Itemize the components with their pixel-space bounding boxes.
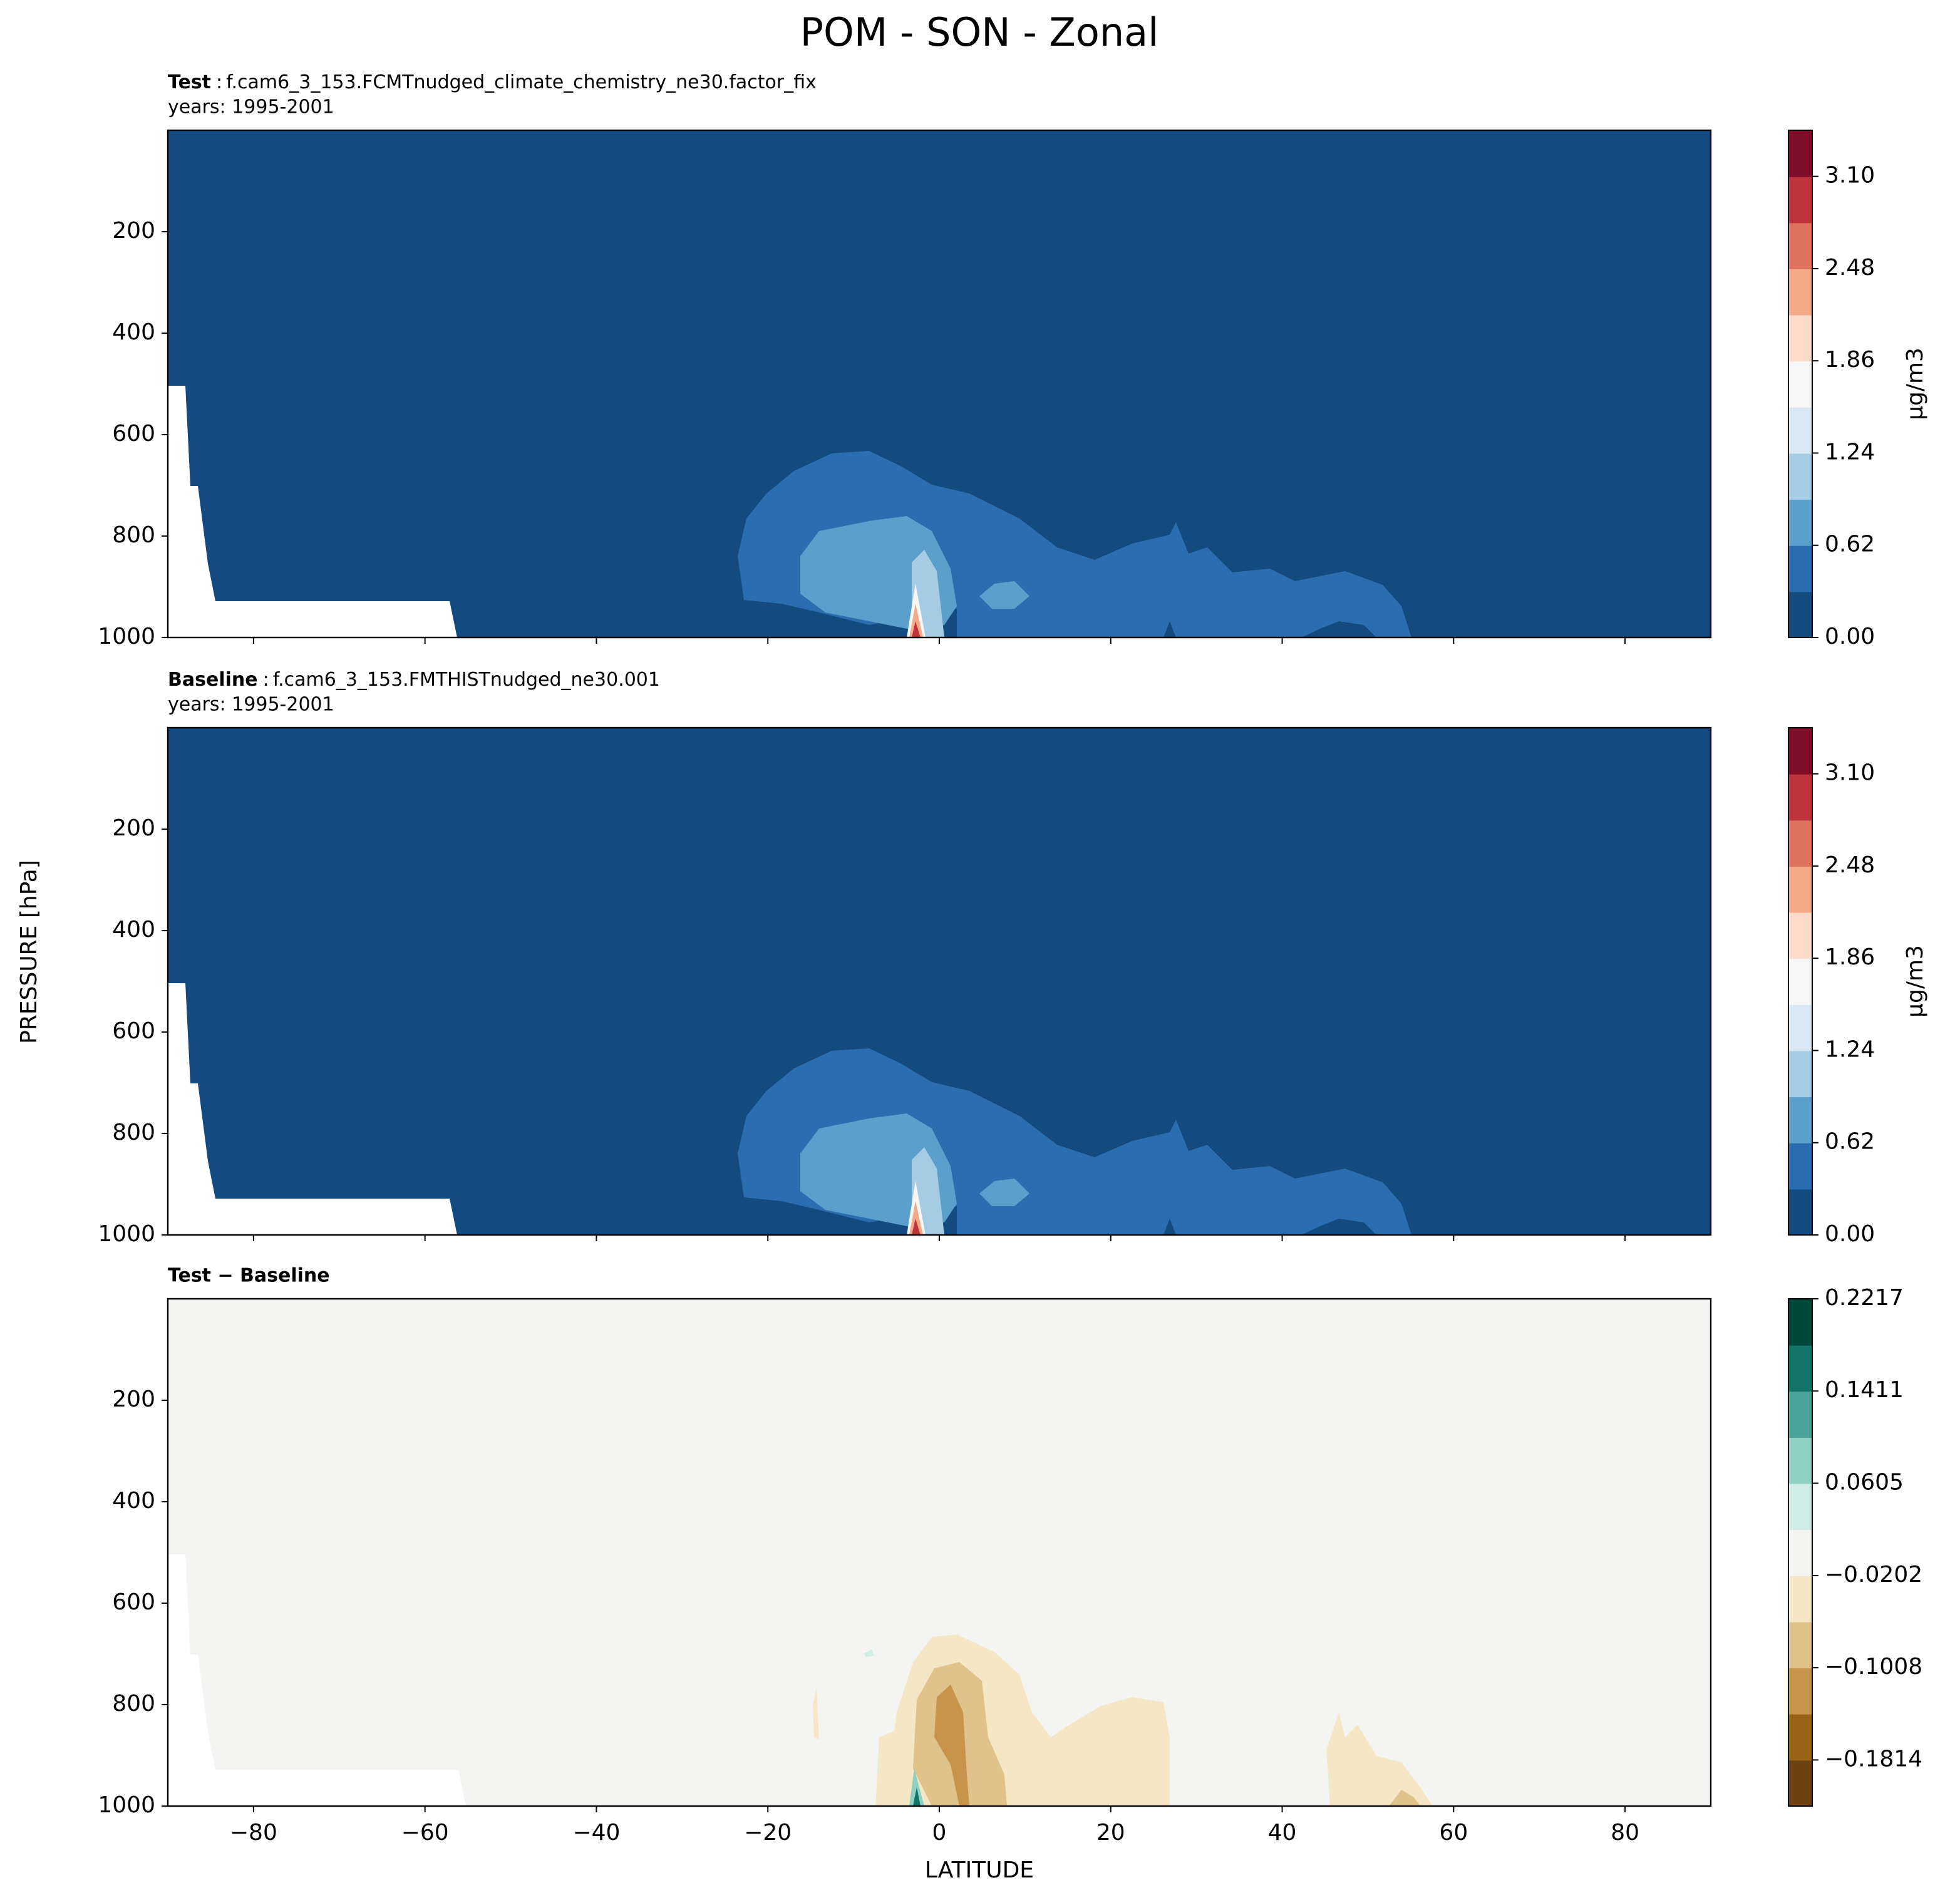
y-tick-label: 800 — [112, 1120, 155, 1145]
colorbar-tick-label: 0.0605 — [1825, 1469, 1904, 1495]
y-tick-label: 400 — [112, 917, 155, 942]
panel-years: years: 1995-2001 — [168, 694, 334, 716]
colorbar-band — [1788, 1299, 1812, 1346]
colorbar-band — [1788, 499, 1812, 546]
y-tick-label: 1000 — [98, 1221, 155, 1247]
colorbar-tick-label: 0.00 — [1825, 1221, 1875, 1247]
colorbar-band — [1788, 820, 1812, 867]
x-tick-label: −60 — [401, 1820, 449, 1846]
colorbar-band — [1788, 268, 1812, 316]
panel-title-separator: : — [216, 71, 222, 93]
colorbar-tick-label: 0.62 — [1825, 1129, 1875, 1155]
y-tick-label: 1000 — [98, 624, 155, 649]
x-tick-label: −40 — [572, 1820, 620, 1846]
colorbar-band — [1788, 361, 1812, 408]
colorbar-band — [1788, 1483, 1812, 1531]
colorbar-tick-label: 1.24 — [1825, 1036, 1875, 1062]
colorbar-band — [1788, 1142, 1812, 1190]
x-tick-label: 20 — [1096, 1820, 1125, 1846]
figure-title: POM - SON - Zonal — [800, 9, 1159, 55]
y-tick-label: 800 — [112, 522, 155, 548]
colorbar-band — [1788, 958, 1812, 1005]
colorbar-band — [1788, 1668, 1812, 1715]
colorbar-band — [1788, 453, 1812, 500]
colorbar-tick-label: 0.2217 — [1825, 1285, 1904, 1311]
y-tick-label: 200 — [112, 815, 155, 841]
colorbar-band — [1788, 314, 1812, 362]
y-tick-label: 800 — [112, 1691, 155, 1717]
colorbar-band — [1788, 130, 1812, 177]
panel-title-case: f.cam6_3_153.FCMTnudged_climate_chemistr… — [226, 71, 817, 93]
colorbar-band — [1788, 1189, 1812, 1236]
colorbar-band — [1788, 1050, 1812, 1098]
panel-title-case: f.cam6_3_153.FMTHISTnudged_ne30.001 — [273, 669, 660, 691]
colorbar-band — [1788, 1097, 1812, 1144]
colorbar-tick-label: 1.86 — [1825, 944, 1875, 970]
x-axis-label: LATITUDE — [925, 1857, 1034, 1883]
panel-title-separator: : — [263, 669, 269, 691]
colorbar-tick-label: 0.62 — [1825, 532, 1875, 557]
colorbar-band — [1788, 1345, 1812, 1392]
colorbar-tick-label: −0.1008 — [1825, 1654, 1922, 1680]
panel-title: Baseline: f.cam6_3_153.FMTHISTnudged_ne30… — [168, 669, 660, 691]
y-tick-label: 600 — [112, 1018, 155, 1044]
y-tick-label: 200 — [112, 218, 155, 244]
panel-title-label: Baseline — [168, 669, 258, 691]
colorbar-band — [1788, 1713, 1812, 1761]
x-tick-label: 80 — [1611, 1820, 1639, 1846]
colorbar-tick-label: 0.1411 — [1825, 1377, 1904, 1403]
colorbar-band — [1788, 176, 1812, 224]
panel-title-label: Test — [168, 71, 211, 93]
colorbar-label: μg/m3 — [1902, 348, 1928, 420]
colorbar-tick-label: 0.00 — [1825, 624, 1875, 649]
colorbar-band — [1788, 1391, 1812, 1438]
colorbar-label: μg/m3 — [1902, 945, 1928, 1018]
colorbar-band — [1788, 406, 1812, 454]
y-tick-label: 400 — [112, 319, 155, 345]
colorbar-band — [1788, 222, 1812, 269]
colorbar-band — [1788, 773, 1812, 821]
colorbar-band — [1788, 1529, 1812, 1576]
colorbar-frame — [1788, 1298, 1813, 1807]
colorbar-band — [1788, 545, 1812, 592]
y-axis-label: PRESSURE [hPa] — [16, 860, 42, 1044]
x-tick-label: −20 — [744, 1820, 792, 1846]
x-tick-label: 40 — [1268, 1820, 1297, 1846]
colorbar-band — [1788, 912, 1812, 959]
colorbar-tick-label: −0.1814 — [1825, 1746, 1922, 1772]
colorbar-band — [1788, 1760, 1812, 1807]
contour-field — [168, 130, 1711, 638]
colorbar-band — [1788, 1621, 1812, 1669]
colorbar-band — [1788, 1004, 1812, 1051]
panel-title: Test − Baseline — [168, 1265, 330, 1287]
colorbar-band — [1788, 1575, 1812, 1623]
colorbar-frame — [1788, 727, 1813, 1236]
colorbar-tick-label: 3.10 — [1825, 163, 1875, 188]
y-tick-label: 400 — [112, 1488, 155, 1514]
x-tick-label: 60 — [1439, 1820, 1468, 1846]
contour-field — [168, 728, 1711, 1235]
colorbar-tick-label: −0.0202 — [1825, 1562, 1922, 1588]
colorbar-frame — [1788, 130, 1813, 638]
colorbar-tick-label: 1.86 — [1825, 347, 1875, 373]
colorbar-band — [1788, 591, 1812, 638]
colorbar-tick-label: 1.24 — [1825, 439, 1875, 465]
contour-field — [168, 1299, 1711, 1806]
colorbar-tick-label: 2.48 — [1825, 255, 1875, 281]
colorbar-band — [1788, 728, 1812, 775]
colorbar-band — [1788, 1437, 1812, 1484]
colorbar-band — [1788, 865, 1812, 913]
panel-years: years: 1995-2001 — [168, 96, 334, 118]
x-tick-label: 0 — [932, 1820, 947, 1846]
panel-title: Test: f.cam6_3_153.FCMTnudged_climate_che… — [168, 71, 817, 93]
y-tick-label: 1000 — [98, 1792, 155, 1818]
x-tick-label: −80 — [230, 1820, 277, 1846]
y-tick-label: 600 — [112, 421, 155, 447]
colorbar-tick-label: 3.10 — [1825, 760, 1875, 786]
y-tick-label: 200 — [112, 1386, 155, 1412]
colorbar-tick-label: 2.48 — [1825, 852, 1875, 878]
y-tick-label: 600 — [112, 1589, 155, 1615]
